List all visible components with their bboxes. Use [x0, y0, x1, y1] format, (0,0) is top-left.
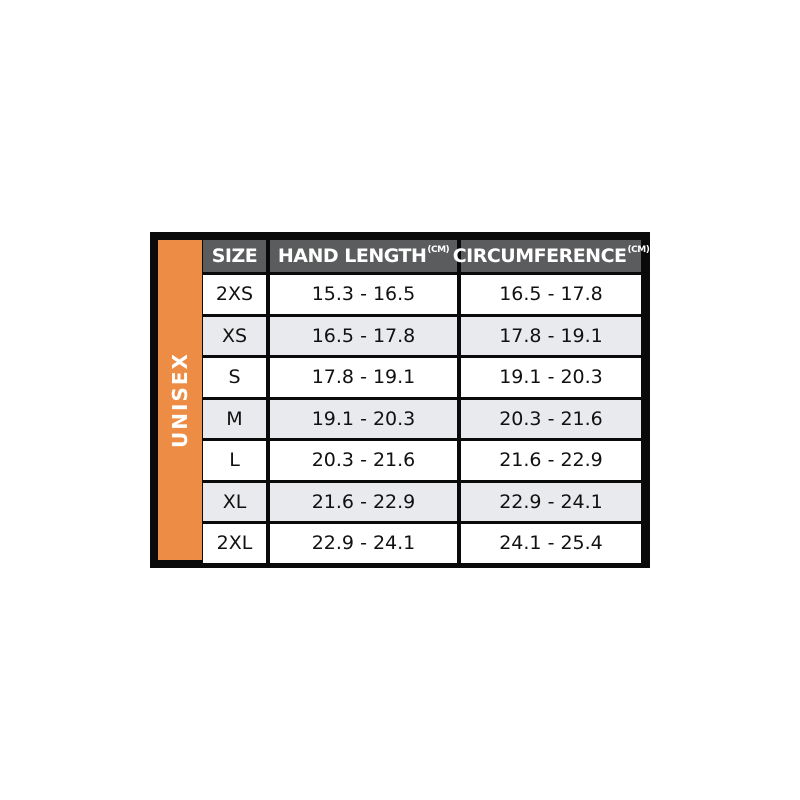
header-unit: (CM)	[427, 245, 450, 255]
cell-circumference: 20.3 - 21.6	[461, 399, 641, 438]
cell-circumference: 19.1 - 20.3	[461, 358, 641, 397]
cell-circumference: 22.9 - 24.1	[461, 482, 641, 521]
cell-circumference: 17.8 - 19.1	[461, 316, 641, 355]
cell-circumference: 24.1 - 25.4	[461, 524, 641, 563]
header-label: HAND LENGTH	[277, 245, 427, 267]
size-chart: UNISEX SIZE HAND LENGTH (CM) CIRCUMFERENCE(…	[150, 232, 650, 568]
cell-hand-length: 15.3 - 16.5	[270, 275, 457, 314]
cell-size: 2XS	[203, 275, 266, 314]
unisex-label: UNISEX	[168, 352, 192, 448]
cell-size: 2XL	[203, 524, 266, 563]
cell-circumference: 16.5 - 17.8	[461, 275, 641, 314]
cell-size: S	[203, 358, 266, 397]
cell-size: L	[203, 441, 266, 480]
cell-hand-length: 16.5 - 17.8	[270, 316, 457, 355]
header-circumference: CIRCUMFERENCE (CM)	[453, 240, 650, 272]
cell-hand-length: 17.8 - 19.1	[270, 358, 457, 397]
header-label: CIRCUMFERENCE	[452, 245, 627, 267]
header-label: SIZE	[211, 245, 258, 267]
cell-hand-length: 21.6 - 22.9	[270, 482, 457, 521]
cell-size: M	[203, 399, 266, 438]
size-table: SIZE HAND LENGTH (CM) CIRCUMFERENCE (CM) 2XS 1…	[203, 240, 650, 563]
header-size: SIZE	[203, 240, 266, 272]
cell-size: XS	[203, 316, 266, 355]
cell-hand-length: 20.3 - 21.6	[270, 441, 457, 480]
unisex-label-bar: UNISEX	[158, 240, 202, 560]
header-hand-length: HAND LENGTH (CM)	[270, 240, 457, 272]
header-unit: (CM)	[627, 245, 650, 255]
cell-hand-length: 22.9 - 24.1	[270, 524, 457, 563]
cell-size: XL	[203, 482, 266, 521]
cell-hand-length: 19.1 - 20.3	[270, 399, 457, 438]
cell-circumference: 21.6 - 22.9	[461, 441, 641, 480]
